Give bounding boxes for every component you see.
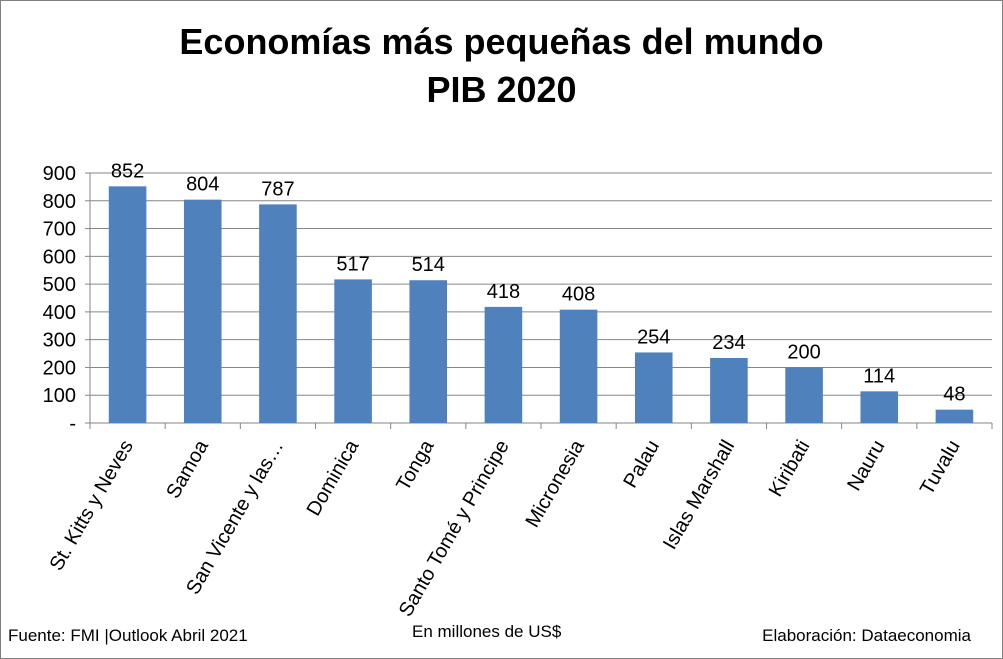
data-label: 804 xyxy=(186,174,219,196)
data-label: 254 xyxy=(637,326,670,348)
y-tick-label: 400 xyxy=(43,302,76,324)
bar xyxy=(634,352,673,423)
y-tick-label: 200 xyxy=(43,357,76,379)
data-label: 418 xyxy=(487,281,520,303)
source-note: Fuente: FMI |Outlook Abril 2021 xyxy=(8,626,248,645)
bar xyxy=(935,409,974,423)
bar xyxy=(484,306,523,423)
x-tick-label: Kiribati xyxy=(765,437,815,501)
y-tick-label: 600 xyxy=(43,246,76,268)
bar xyxy=(183,199,222,423)
data-label: 514 xyxy=(412,254,445,276)
data-label: 114 xyxy=(863,365,895,387)
x-tick-label: Dominica xyxy=(303,436,364,520)
chart-title-line-1: Economías más pequeñas del mundo xyxy=(179,21,824,62)
y-tick-label: 500 xyxy=(43,274,76,296)
y-tick-label: 900 xyxy=(43,163,76,185)
x-tick-label: Samoa xyxy=(162,436,213,503)
data-label: 234 xyxy=(712,332,745,354)
x-tick-label: St. Kitts y Neves xyxy=(46,437,138,575)
x-tick-label: Tonga xyxy=(392,436,439,495)
y-tick-label: - xyxy=(69,413,76,435)
bar xyxy=(860,391,899,423)
chart-title: Economías más pequeñas del mundo PIB 202… xyxy=(0,18,1003,114)
bar xyxy=(259,204,297,423)
unit-label: En millones de US$ xyxy=(412,622,562,641)
bar xyxy=(559,309,598,423)
x-tick-label: Palau xyxy=(619,437,664,492)
x-tick-label: Islas Marshall xyxy=(659,437,739,554)
y-tick-label: 800 xyxy=(43,191,76,213)
x-tick-label: Nauru xyxy=(843,437,889,495)
bar xyxy=(710,358,748,423)
y-tick-label: 100 xyxy=(43,385,76,407)
bar xyxy=(334,279,372,423)
x-tick-label: Tuvalu xyxy=(916,437,965,499)
bar xyxy=(108,186,147,423)
y-tick-label: 700 xyxy=(43,219,76,241)
data-label: 852 xyxy=(111,160,144,182)
chart-title-line-2: PIB 2020 xyxy=(426,69,577,110)
bar xyxy=(409,280,448,423)
data-label: 200 xyxy=(787,341,820,363)
credit-note: Elaboración: Dataeconomia xyxy=(762,626,971,645)
data-label: 517 xyxy=(336,253,369,275)
data-label: 787 xyxy=(261,178,294,200)
bar xyxy=(785,367,823,423)
y-tick-label: 300 xyxy=(43,330,76,352)
data-label: 408 xyxy=(562,284,595,306)
data-label: 48 xyxy=(943,384,965,406)
x-tick-label: Micronesia xyxy=(522,436,590,532)
